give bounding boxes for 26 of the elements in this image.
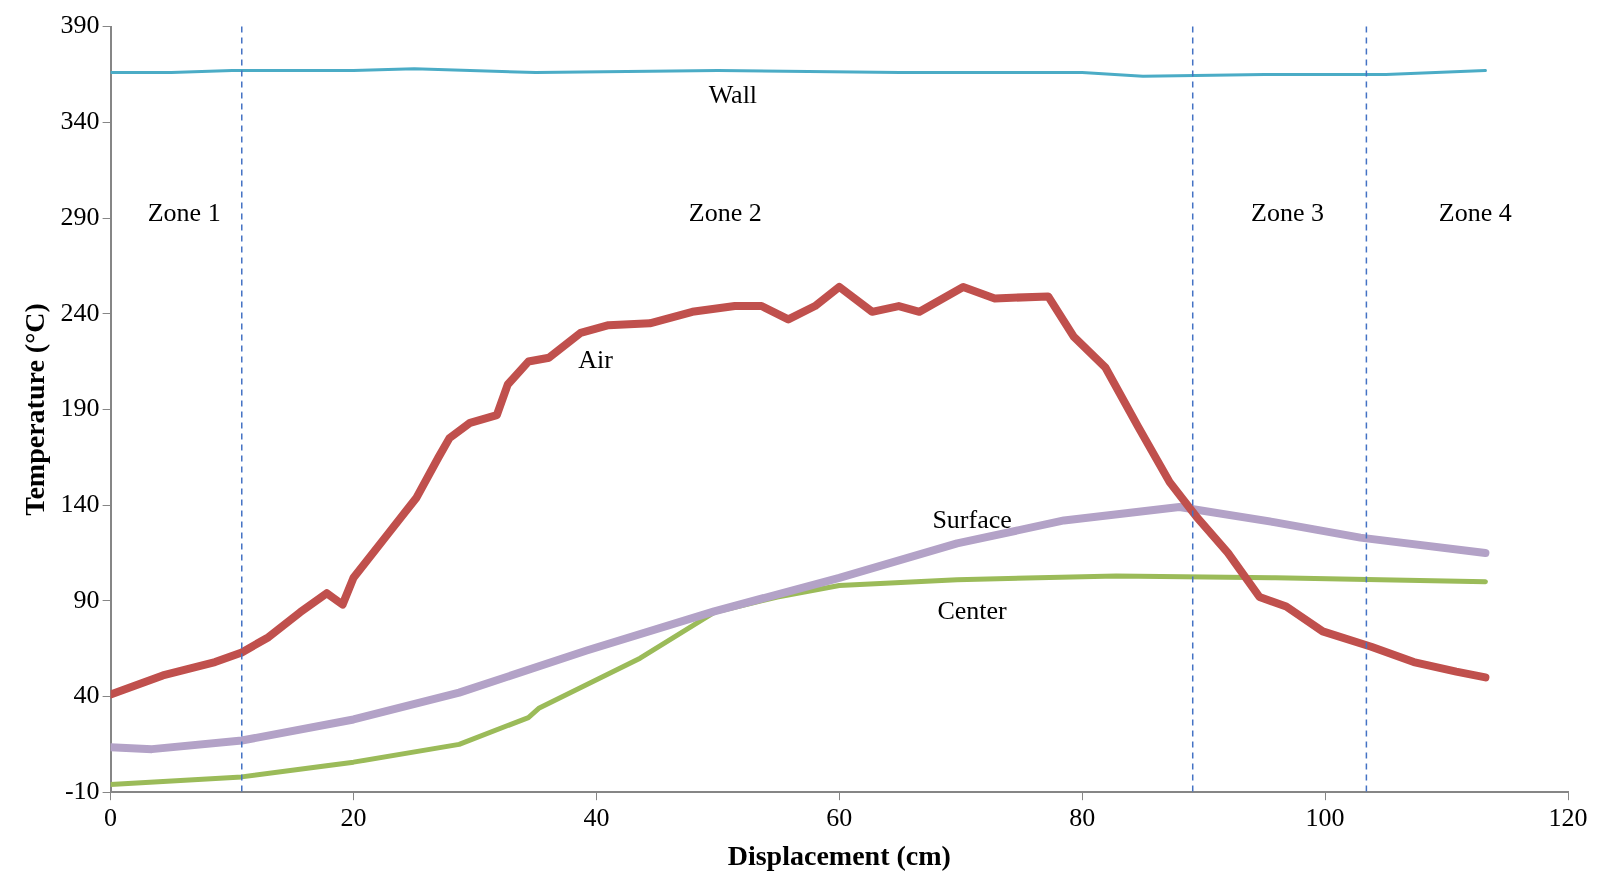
x-tick-label: 80 bbox=[1069, 802, 1096, 832]
annotation: Zone 1 bbox=[147, 198, 221, 227]
y-tick-label: 40 bbox=[73, 680, 100, 710]
y-tick-label: 290 bbox=[60, 201, 100, 231]
x-tick-label: 40 bbox=[583, 802, 610, 832]
x-tick-label: 100 bbox=[1305, 802, 1345, 832]
series-label: Air bbox=[578, 344, 614, 374]
x-tick-label: 0 bbox=[104, 802, 118, 832]
annotation: Zone 3 bbox=[1251, 198, 1325, 227]
y-tick-label: 240 bbox=[60, 297, 100, 327]
y-tick-label: 140 bbox=[60, 488, 100, 518]
y-axis-title: Temperature (°C) bbox=[19, 303, 51, 516]
annotation: Zone 4 bbox=[1438, 198, 1512, 227]
x-tick-label: 60 bbox=[826, 802, 853, 832]
x-tick-label: 20 bbox=[340, 802, 367, 832]
y-tick-label: 390 bbox=[60, 10, 100, 40]
series-label: Center bbox=[937, 595, 1008, 625]
y-tick-label: 190 bbox=[60, 393, 100, 423]
y-tick-label: -10 bbox=[64, 776, 100, 806]
series-label: Surface bbox=[932, 505, 1012, 535]
series-label: Wall bbox=[708, 80, 758, 110]
annotation: Zone 2 bbox=[688, 198, 762, 227]
y-tick-label: 340 bbox=[60, 106, 100, 136]
x-axis-title: Displacement (cm) bbox=[727, 840, 951, 872]
x-tick-label: 120 bbox=[1548, 802, 1588, 832]
y-tick-label: 90 bbox=[73, 584, 100, 614]
